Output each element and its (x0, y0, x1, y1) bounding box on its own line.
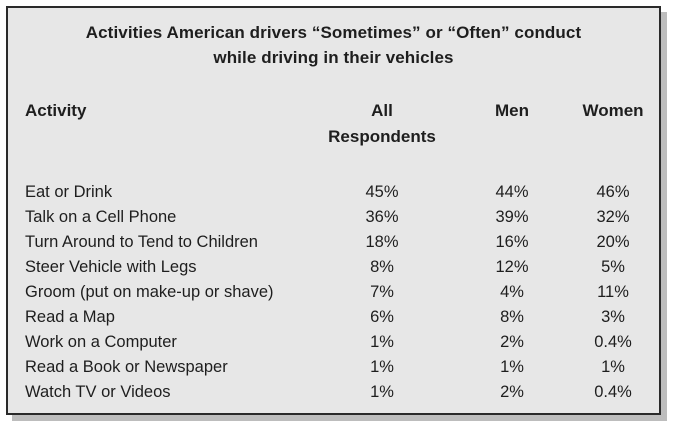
cell-men: 8% (500, 308, 524, 326)
cell-activity: Eat or Drink (25, 183, 113, 201)
cell-women: 0.4% (594, 383, 632, 401)
cell-all-respondents: 45% (365, 183, 399, 201)
cell-all-respondents: 1% (370, 383, 394, 401)
cell-women: 11% (597, 283, 629, 301)
cell-women: 0.4% (594, 333, 632, 351)
cell-activity: Groom (put on make-up or shave) (25, 283, 274, 301)
cell-all-respondents: 18% (365, 233, 399, 251)
cell-all-respondents: 1% (370, 333, 394, 351)
cell-men: 1% (500, 358, 524, 376)
cell-men: 4% (500, 283, 524, 301)
header-all-line-1: All (371, 101, 393, 120)
cell-all-respondents: 6% (370, 308, 394, 326)
cell-men: 2% (500, 383, 524, 401)
cell-women: 46% (596, 183, 630, 201)
cell-men: 44% (495, 183, 529, 201)
cell-men: 2% (500, 333, 524, 351)
header-men: Men (495, 101, 529, 120)
cell-activity: Work on a Computer (25, 333, 177, 351)
cell-women: 3% (601, 308, 625, 326)
cell-women: 1% (601, 358, 625, 376)
table-row: Watch TV or Videos 1% 2% 0.4% (8, 380, 659, 405)
table-row: Groom (put on make-up or shave) 7% 4% 11% (8, 280, 659, 305)
title-line-1: Activities American drivers “Sometimes” … (85, 23, 582, 42)
cell-men: 39% (495, 208, 529, 226)
table-row: Talk on a Cell Phone 36% 39% 32% (8, 205, 659, 230)
cell-men: 12% (495, 258, 529, 276)
header-all-respondents: All Respondents (322, 98, 442, 150)
cell-all-respondents: 1% (370, 358, 394, 376)
table-panel: Activities American drivers “Sometimes” … (6, 6, 661, 415)
header-women: Women (582, 101, 644, 120)
cell-activity: Turn Around to Tend to Children (25, 233, 258, 251)
table-body: Eat or Drink 45% 44% 46% Talk on a Cell Phon… (8, 180, 659, 405)
table-row: Read a Book or Newspaper 1% 1% 1% (8, 355, 659, 380)
cell-activity: Read a Map (25, 308, 115, 326)
cell-activity: Watch TV or Videos (25, 383, 171, 401)
table-row: Steer Vehicle with Legs 8% 12% 5% (8, 255, 659, 280)
table-row: Read a Map 6% 8% 3% (8, 305, 659, 330)
table-row: Eat or Drink 45% 44% 46% (8, 180, 659, 205)
cell-all-respondents: 36% (365, 208, 399, 226)
cell-women: 5% (601, 258, 625, 276)
cell-women: 32% (596, 208, 630, 226)
table-row: Turn Around to Tend to Children 18% 16% 20% (8, 230, 659, 255)
cell-activity: Steer Vehicle with Legs (25, 258, 197, 276)
cell-activity: Read a Book or Newspaper (25, 358, 228, 376)
table-row: Work on a Computer 1% 2% 0.4% (8, 330, 659, 355)
table-title: Activities American drivers “Sometimes” … (8, 20, 659, 70)
cell-all-respondents: 7% (370, 283, 394, 301)
cell-women: 20% (596, 233, 630, 251)
cell-activity: Talk on a Cell Phone (25, 208, 177, 226)
header-all-line-2: Respondents (328, 127, 436, 146)
cell-all-respondents: 8% (370, 258, 394, 276)
cell-men: 16% (495, 233, 529, 251)
header-activity: Activity (25, 101, 87, 120)
title-line-2: while driving in their vehicles (213, 48, 454, 67)
